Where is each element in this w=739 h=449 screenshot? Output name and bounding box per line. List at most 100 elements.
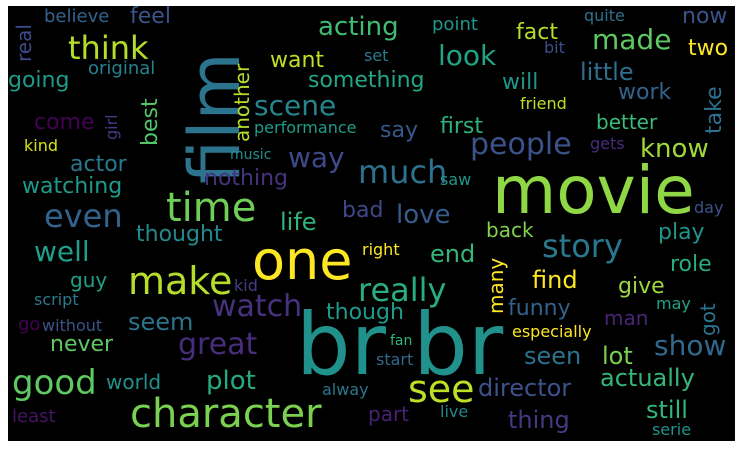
- word-people: people: [470, 127, 572, 162]
- word-especially: especially: [512, 322, 592, 341]
- word-seen: seen: [524, 342, 582, 370]
- word-two: two: [688, 36, 729, 61]
- word-think: think: [68, 29, 149, 67]
- word-will: will: [502, 70, 539, 95]
- word-real: real: [12, 24, 36, 62]
- word-funny: funny: [508, 296, 571, 321]
- word-go: go: [18, 314, 41, 335]
- word-great: great: [178, 327, 258, 362]
- word-back: back: [486, 218, 534, 242]
- word-may: may: [656, 294, 691, 313]
- word-work: work: [618, 80, 672, 105]
- word-watching: watching: [22, 174, 123, 199]
- word-way: way: [288, 141, 345, 174]
- word-friend: friend: [520, 94, 567, 113]
- word-give: give: [618, 274, 665, 299]
- word-though: though: [326, 300, 404, 325]
- word-know: know: [640, 134, 709, 164]
- word-character: character: [130, 391, 322, 437]
- word-original: original: [88, 58, 156, 79]
- word-life: life: [280, 208, 317, 236]
- word-role: role: [670, 252, 712, 277]
- word-time: time: [166, 185, 257, 231]
- word-girl: girl: [102, 114, 121, 140]
- word-something: something: [308, 68, 425, 93]
- word-live: live: [440, 402, 469, 421]
- word-bit: bit: [544, 38, 565, 57]
- word-saw: saw: [440, 170, 472, 189]
- word-least: least: [12, 406, 56, 427]
- word-fact: fact: [516, 20, 558, 45]
- word-say: say: [380, 118, 418, 143]
- word-even: even: [44, 197, 123, 235]
- word-start: start: [376, 350, 414, 369]
- word-better: better: [596, 110, 658, 134]
- word-best: best: [138, 98, 163, 146]
- word-believe: believe: [44, 6, 110, 27]
- word-never: never: [50, 332, 114, 357]
- word-still: still: [646, 396, 688, 424]
- word-music: music: [230, 147, 272, 163]
- word-kind: kind: [24, 136, 59, 155]
- word-serie: serie: [652, 420, 692, 439]
- word-bad: bad: [342, 198, 384, 223]
- word-really: really: [358, 271, 447, 309]
- word-story: story: [542, 227, 623, 265]
- word-want: want: [270, 48, 325, 73]
- word-love: love: [396, 200, 451, 230]
- word-got: got: [696, 303, 720, 336]
- word-first: first: [440, 114, 483, 139]
- word-good: good: [12, 363, 97, 403]
- word-alway: alway: [322, 380, 369, 399]
- word-play: play: [658, 220, 705, 245]
- word-plot: plot: [206, 366, 256, 396]
- word-another: another: [230, 63, 254, 142]
- word-end: end: [430, 240, 476, 268]
- word-director: director: [478, 374, 572, 402]
- word-make: make: [128, 259, 233, 303]
- word-find: find: [532, 266, 578, 294]
- word-fan: fan: [390, 333, 413, 349]
- word-movie: movie: [492, 152, 695, 229]
- word-thought: thought: [136, 222, 223, 247]
- word-now: now: [682, 6, 728, 29]
- word-without: without: [42, 316, 103, 335]
- word-kid: kid: [234, 276, 258, 295]
- word-look: look: [438, 39, 497, 72]
- word-scene: scene: [254, 89, 337, 122]
- word-little: little: [580, 58, 634, 86]
- word-show: show: [654, 329, 727, 362]
- word-gets: gets: [590, 134, 625, 153]
- word-point: point: [432, 14, 478, 35]
- word-going: going: [8, 68, 70, 93]
- word-seem: seem: [128, 308, 194, 336]
- word-lot: lot: [602, 342, 633, 370]
- word-set: set: [364, 46, 389, 65]
- word-much: much: [358, 153, 448, 191]
- word-many: many: [484, 257, 508, 314]
- word-script: script: [34, 290, 79, 309]
- word-take: take: [702, 86, 727, 134]
- word-cloud: br br movie film one character time make…: [8, 6, 735, 441]
- word-br-br: br br: [296, 295, 504, 395]
- word-made: made: [592, 23, 672, 56]
- word-actually: actually: [600, 364, 695, 392]
- word-see: see: [408, 367, 475, 411]
- word-guy: guy: [70, 268, 108, 292]
- word-quite: quite: [584, 6, 625, 25]
- word-come: come: [34, 110, 95, 135]
- word-man: man: [604, 306, 649, 330]
- word-nothing: nothing: [204, 166, 288, 191]
- word-watch: watch: [212, 289, 303, 324]
- word-feel: feel: [130, 6, 171, 29]
- word-one: one: [252, 229, 353, 292]
- word-performance: performance: [254, 118, 357, 137]
- word-part: part: [368, 402, 410, 426]
- word-well: well: [34, 235, 90, 268]
- word-actor: actor: [70, 152, 127, 177]
- word-day: day: [694, 198, 724, 217]
- word-right: right: [362, 240, 400, 259]
- word-acting: acting: [318, 12, 399, 42]
- word-world: world: [106, 370, 162, 394]
- word-thing: thing: [508, 406, 570, 434]
